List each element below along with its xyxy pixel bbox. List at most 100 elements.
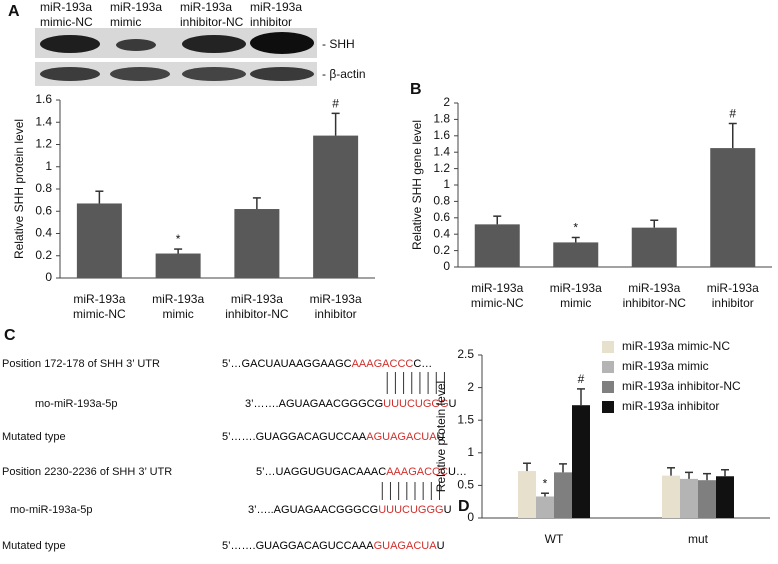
y-tick-label: 2 [467, 380, 474, 394]
bar [536, 496, 554, 518]
error-bar [571, 236, 580, 243]
y-tick-label: 0.2 [433, 243, 450, 257]
sequence-part: C… [413, 358, 432, 370]
x-tick-label: miR-193a [707, 281, 759, 295]
bar [234, 209, 280, 278]
lane-label: miR-193a [110, 0, 162, 14]
significance: # [332, 97, 339, 111]
y-tick-label: 1.6 [35, 92, 52, 106]
sequence: 5’…….GUAGGACAGUCCAAAGUAGACUAU [222, 431, 445, 443]
bar [716, 476, 734, 518]
y-tick-label: 0.6 [35, 203, 52, 217]
sequence-part: AAAGACCC [352, 358, 414, 370]
error-bar [721, 469, 729, 477]
panel-letter: D [458, 498, 470, 515]
y-tick-label: 1 [443, 177, 450, 191]
y-tick-label: 0.4 [433, 226, 450, 240]
x-tick-label: miR-193a [550, 281, 602, 295]
y-tick-label: 0.2 [35, 248, 52, 262]
legend-swatch [602, 401, 614, 413]
error-bar [523, 462, 531, 472]
y-tick-label: 1.5 [457, 412, 474, 426]
significance: # [729, 107, 736, 121]
error-bar [95, 190, 104, 204]
y-tick-label: 0.8 [35, 181, 52, 195]
lane-label: mimic-NC [40, 15, 93, 29]
legend-swatch [602, 381, 614, 393]
band [40, 67, 100, 81]
y-axis-label: Relative SHH protein level [12, 119, 26, 259]
legend-label: miR-193a mimic-NC [622, 339, 730, 353]
lane-label: mimic [110, 15, 141, 29]
bar [474, 224, 520, 267]
sequence-label: mo-miR-193a-5p [10, 504, 93, 516]
x-tick-label: mimic-NC [73, 307, 126, 321]
bar [553, 242, 599, 267]
legend-swatch [602, 341, 614, 353]
bar [631, 227, 677, 267]
significance: * [543, 476, 548, 490]
error-bar [559, 463, 567, 473]
sequence-part: UUUCUGGG [383, 398, 448, 410]
x-tick-label: inhibitor-NC [225, 307, 289, 321]
x-tick-label: miR-193a [628, 281, 680, 295]
error-bar [650, 219, 659, 228]
sequence-part: 5’…….GUAGGACAGUCCAA [222, 431, 367, 443]
sequence: 5’…UAGGUGUGACAAACAAAGACCCU… [256, 466, 467, 478]
error-bar [728, 122, 737, 149]
y-tick-label: 1.8 [433, 112, 450, 126]
blot [35, 28, 317, 86]
lane-label: inhibitor-NC [180, 15, 244, 29]
band [116, 39, 156, 51]
x-tick-label: miR-193a [152, 292, 204, 306]
panel-letter: C [4, 327, 16, 344]
y-axis-label: Relative protein level [434, 381, 448, 492]
sequence-label: Position 2230-2236 of SHH 3’ UTR [2, 466, 172, 478]
bar [155, 253, 201, 278]
y-tick-label: 0 [443, 259, 450, 273]
sequence-part: 3’…….AGUAGAACGGGCG [245, 398, 383, 410]
y-tick-label: 1.2 [433, 161, 450, 175]
x-tick-label: miR-193a [310, 292, 362, 306]
y-tick-label: 2.5 [457, 347, 474, 361]
y-axis-label: Relative SHH gene level [410, 120, 424, 250]
x-tick-label: miR-193a [231, 292, 283, 306]
sequence-part: U [449, 398, 457, 410]
bar [572, 405, 590, 518]
x-tick-label: miR-193a [73, 292, 125, 306]
sequence-part: U… [448, 466, 467, 478]
bar [710, 148, 756, 267]
x-tick-label: mimic [560, 296, 591, 310]
sequence-part: 5’…UAGGUGUGACAAAC [256, 466, 386, 478]
y-tick-label: 0 [45, 270, 52, 284]
y-tick-label: 0 [467, 510, 474, 524]
sequence-part: U [437, 540, 445, 552]
bar [698, 480, 716, 518]
sequence-part: 5’…GACUAUAAGGAAGC [222, 358, 352, 370]
lane-label: miR-193a [180, 0, 232, 14]
sequence: 3’…….AGUAGAACGGGCGUUUCUGGGU [245, 398, 457, 410]
error-bar [685, 471, 693, 479]
significance: # [578, 372, 585, 386]
sequence-label: Mutated type [2, 431, 66, 443]
significance: * [573, 221, 578, 235]
y-tick-label: 1.6 [433, 128, 450, 142]
y-tick-label: 1.4 [35, 114, 52, 128]
bar [518, 471, 536, 518]
bar [76, 203, 122, 278]
band [182, 35, 246, 53]
sequence: 3’…..AGUAGAACGGGCGUUUCUGGGU [248, 504, 452, 516]
x-tick-label: inhibitor-NC [623, 296, 687, 310]
sequence-part: AGUAGACUA [366, 431, 437, 443]
sequence: 5’…GACUAUAAGGAAGCAAAGACCCC… [222, 358, 432, 370]
panel-letter: A [8, 3, 20, 20]
bar [313, 135, 359, 278]
y-tick-label: 0.4 [35, 226, 52, 240]
sequence-label: mo-miR-193a-5p [35, 398, 118, 410]
legend-label: miR-193a inhibitor-NC [622, 379, 741, 393]
band [40, 35, 100, 53]
legend-swatch [602, 361, 614, 373]
y-tick-label: 0.6 [433, 210, 450, 224]
error-bar [703, 472, 711, 481]
